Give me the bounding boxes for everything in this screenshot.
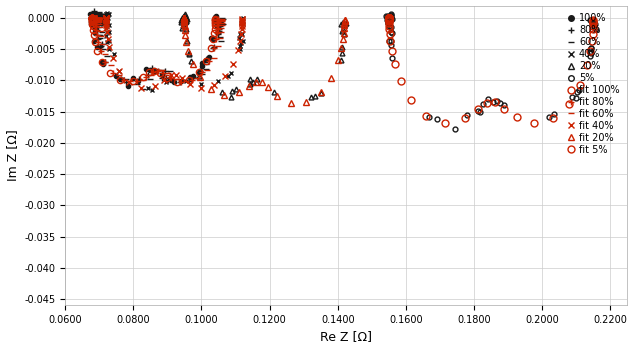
Legend: 100%, 80%, 60%, 40%, 20%, 5%, fit 100%, fit 80%, fit 60%, fit 40%, fit 20%, fit : 100%, 80%, 60%, 40%, 20%, 5%, fit 100%, … <box>563 10 622 158</box>
X-axis label: Re Z [Ω]: Re Z [Ω] <box>320 331 372 343</box>
Y-axis label: Im Z [Ω]: Im Z [Ω] <box>6 129 18 181</box>
